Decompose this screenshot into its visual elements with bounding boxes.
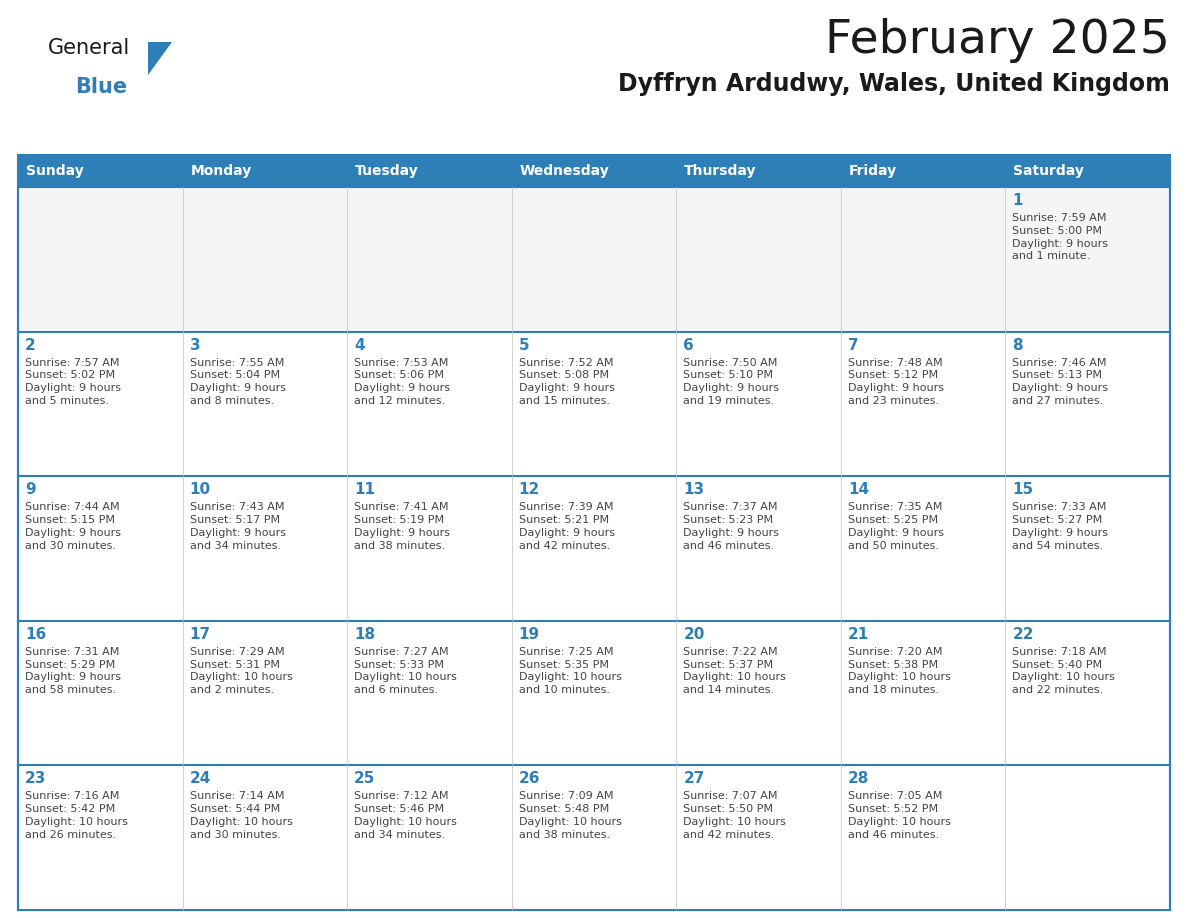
Text: 27: 27 [683, 771, 704, 787]
Text: 11: 11 [354, 482, 375, 498]
Text: Sunrise: 7:48 AM
Sunset: 5:12 PM
Daylight: 9 hours
and 23 minutes.: Sunrise: 7:48 AM Sunset: 5:12 PM Dayligh… [848, 358, 943, 406]
Text: Saturday: Saturday [1013, 164, 1085, 178]
Text: Wednesday: Wednesday [519, 164, 609, 178]
Text: Sunrise: 7:12 AM
Sunset: 5:46 PM
Daylight: 10 hours
and 34 minutes.: Sunrise: 7:12 AM Sunset: 5:46 PM Dayligh… [354, 791, 457, 840]
Text: Sunrise: 7:25 AM
Sunset: 5:35 PM
Daylight: 10 hours
and 10 minutes.: Sunrise: 7:25 AM Sunset: 5:35 PM Dayligh… [519, 647, 621, 695]
Text: Sunrise: 7:43 AM
Sunset: 5:17 PM
Daylight: 9 hours
and 34 minutes.: Sunrise: 7:43 AM Sunset: 5:17 PM Dayligh… [190, 502, 285, 551]
Text: Sunrise: 7:53 AM
Sunset: 5:06 PM
Daylight: 9 hours
and 12 minutes.: Sunrise: 7:53 AM Sunset: 5:06 PM Dayligh… [354, 358, 450, 406]
Text: Thursday: Thursday [684, 164, 757, 178]
Text: 14: 14 [848, 482, 868, 498]
Text: Sunrise: 7:37 AM
Sunset: 5:23 PM
Daylight: 9 hours
and 46 minutes.: Sunrise: 7:37 AM Sunset: 5:23 PM Dayligh… [683, 502, 779, 551]
Text: Sunrise: 7:55 AM
Sunset: 5:04 PM
Daylight: 9 hours
and 8 minutes.: Sunrise: 7:55 AM Sunset: 5:04 PM Dayligh… [190, 358, 285, 406]
Text: 20: 20 [683, 627, 704, 642]
Text: Sunrise: 7:05 AM
Sunset: 5:52 PM
Daylight: 10 hours
and 46 minutes.: Sunrise: 7:05 AM Sunset: 5:52 PM Dayligh… [848, 791, 950, 840]
Text: Sunday: Sunday [26, 164, 83, 178]
Text: Sunrise: 7:20 AM
Sunset: 5:38 PM
Daylight: 10 hours
and 18 minutes.: Sunrise: 7:20 AM Sunset: 5:38 PM Dayligh… [848, 647, 950, 695]
Text: 9: 9 [25, 482, 36, 498]
Text: 28: 28 [848, 771, 870, 787]
Text: Sunrise: 7:31 AM
Sunset: 5:29 PM
Daylight: 9 hours
and 58 minutes.: Sunrise: 7:31 AM Sunset: 5:29 PM Dayligh… [25, 647, 121, 695]
Text: 6: 6 [683, 338, 694, 353]
Text: 25: 25 [354, 771, 375, 787]
Text: Sunrise: 7:39 AM
Sunset: 5:21 PM
Daylight: 9 hours
and 42 minutes.: Sunrise: 7:39 AM Sunset: 5:21 PM Dayligh… [519, 502, 614, 551]
Text: Tuesday: Tuesday [355, 164, 419, 178]
Text: 7: 7 [848, 338, 859, 353]
Text: Friday: Friday [849, 164, 897, 178]
Text: Sunrise: 7:44 AM
Sunset: 5:15 PM
Daylight: 9 hours
and 30 minutes.: Sunrise: 7:44 AM Sunset: 5:15 PM Dayligh… [25, 502, 121, 551]
Text: 4: 4 [354, 338, 365, 353]
Text: Blue: Blue [75, 77, 127, 97]
Text: 26: 26 [519, 771, 541, 787]
Text: Sunrise: 7:52 AM
Sunset: 5:08 PM
Daylight: 9 hours
and 15 minutes.: Sunrise: 7:52 AM Sunset: 5:08 PM Dayligh… [519, 358, 614, 406]
Text: Sunrise: 7:33 AM
Sunset: 5:27 PM
Daylight: 9 hours
and 54 minutes.: Sunrise: 7:33 AM Sunset: 5:27 PM Dayligh… [1012, 502, 1108, 551]
Text: Sunrise: 7:57 AM
Sunset: 5:02 PM
Daylight: 9 hours
and 5 minutes.: Sunrise: 7:57 AM Sunset: 5:02 PM Dayligh… [25, 358, 121, 406]
Text: 5: 5 [519, 338, 530, 353]
Text: 2: 2 [25, 338, 36, 353]
Text: 1: 1 [1012, 193, 1023, 208]
Text: Sunrise: 7:59 AM
Sunset: 5:00 PM
Daylight: 9 hours
and 1 minute.: Sunrise: 7:59 AM Sunset: 5:00 PM Dayligh… [1012, 213, 1108, 262]
Text: 16: 16 [25, 627, 46, 642]
Text: Sunrise: 7:46 AM
Sunset: 5:13 PM
Daylight: 9 hours
and 27 minutes.: Sunrise: 7:46 AM Sunset: 5:13 PM Dayligh… [1012, 358, 1108, 406]
Text: Dyffryn Ardudwy, Wales, United Kingdom: Dyffryn Ardudwy, Wales, United Kingdom [618, 72, 1170, 96]
Text: 13: 13 [683, 482, 704, 498]
Text: Sunrise: 7:50 AM
Sunset: 5:10 PM
Daylight: 9 hours
and 19 minutes.: Sunrise: 7:50 AM Sunset: 5:10 PM Dayligh… [683, 358, 779, 406]
Text: 15: 15 [1012, 482, 1034, 498]
Text: 24: 24 [190, 771, 211, 787]
Text: Sunrise: 7:35 AM
Sunset: 5:25 PM
Daylight: 9 hours
and 50 minutes.: Sunrise: 7:35 AM Sunset: 5:25 PM Dayligh… [848, 502, 943, 551]
Text: Sunrise: 7:18 AM
Sunset: 5:40 PM
Daylight: 10 hours
and 22 minutes.: Sunrise: 7:18 AM Sunset: 5:40 PM Dayligh… [1012, 647, 1116, 695]
Text: 3: 3 [190, 338, 201, 353]
Text: Sunrise: 7:07 AM
Sunset: 5:50 PM
Daylight: 10 hours
and 42 minutes.: Sunrise: 7:07 AM Sunset: 5:50 PM Dayligh… [683, 791, 786, 840]
Text: 21: 21 [848, 627, 870, 642]
Text: Monday: Monday [190, 164, 252, 178]
Text: Sunrise: 7:09 AM
Sunset: 5:48 PM
Daylight: 10 hours
and 38 minutes.: Sunrise: 7:09 AM Sunset: 5:48 PM Dayligh… [519, 791, 621, 840]
Text: 8: 8 [1012, 338, 1023, 353]
Text: 17: 17 [190, 627, 210, 642]
Text: Sunrise: 7:41 AM
Sunset: 5:19 PM
Daylight: 9 hours
and 38 minutes.: Sunrise: 7:41 AM Sunset: 5:19 PM Dayligh… [354, 502, 450, 551]
Text: 18: 18 [354, 627, 375, 642]
Text: Sunrise: 7:14 AM
Sunset: 5:44 PM
Daylight: 10 hours
and 30 minutes.: Sunrise: 7:14 AM Sunset: 5:44 PM Dayligh… [190, 791, 292, 840]
Text: 19: 19 [519, 627, 539, 642]
Text: General: General [48, 38, 131, 58]
Text: 22: 22 [1012, 627, 1034, 642]
Text: Sunrise: 7:16 AM
Sunset: 5:42 PM
Daylight: 10 hours
and 26 minutes.: Sunrise: 7:16 AM Sunset: 5:42 PM Dayligh… [25, 791, 128, 840]
Text: Sunrise: 7:22 AM
Sunset: 5:37 PM
Daylight: 10 hours
and 14 minutes.: Sunrise: 7:22 AM Sunset: 5:37 PM Dayligh… [683, 647, 786, 695]
Text: 12: 12 [519, 482, 541, 498]
Text: Sunrise: 7:27 AM
Sunset: 5:33 PM
Daylight: 10 hours
and 6 minutes.: Sunrise: 7:27 AM Sunset: 5:33 PM Dayligh… [354, 647, 457, 695]
Text: 23: 23 [25, 771, 46, 787]
Text: Sunrise: 7:29 AM
Sunset: 5:31 PM
Daylight: 10 hours
and 2 minutes.: Sunrise: 7:29 AM Sunset: 5:31 PM Dayligh… [190, 647, 292, 695]
Text: February 2025: February 2025 [826, 18, 1170, 63]
Text: 10: 10 [190, 482, 210, 498]
